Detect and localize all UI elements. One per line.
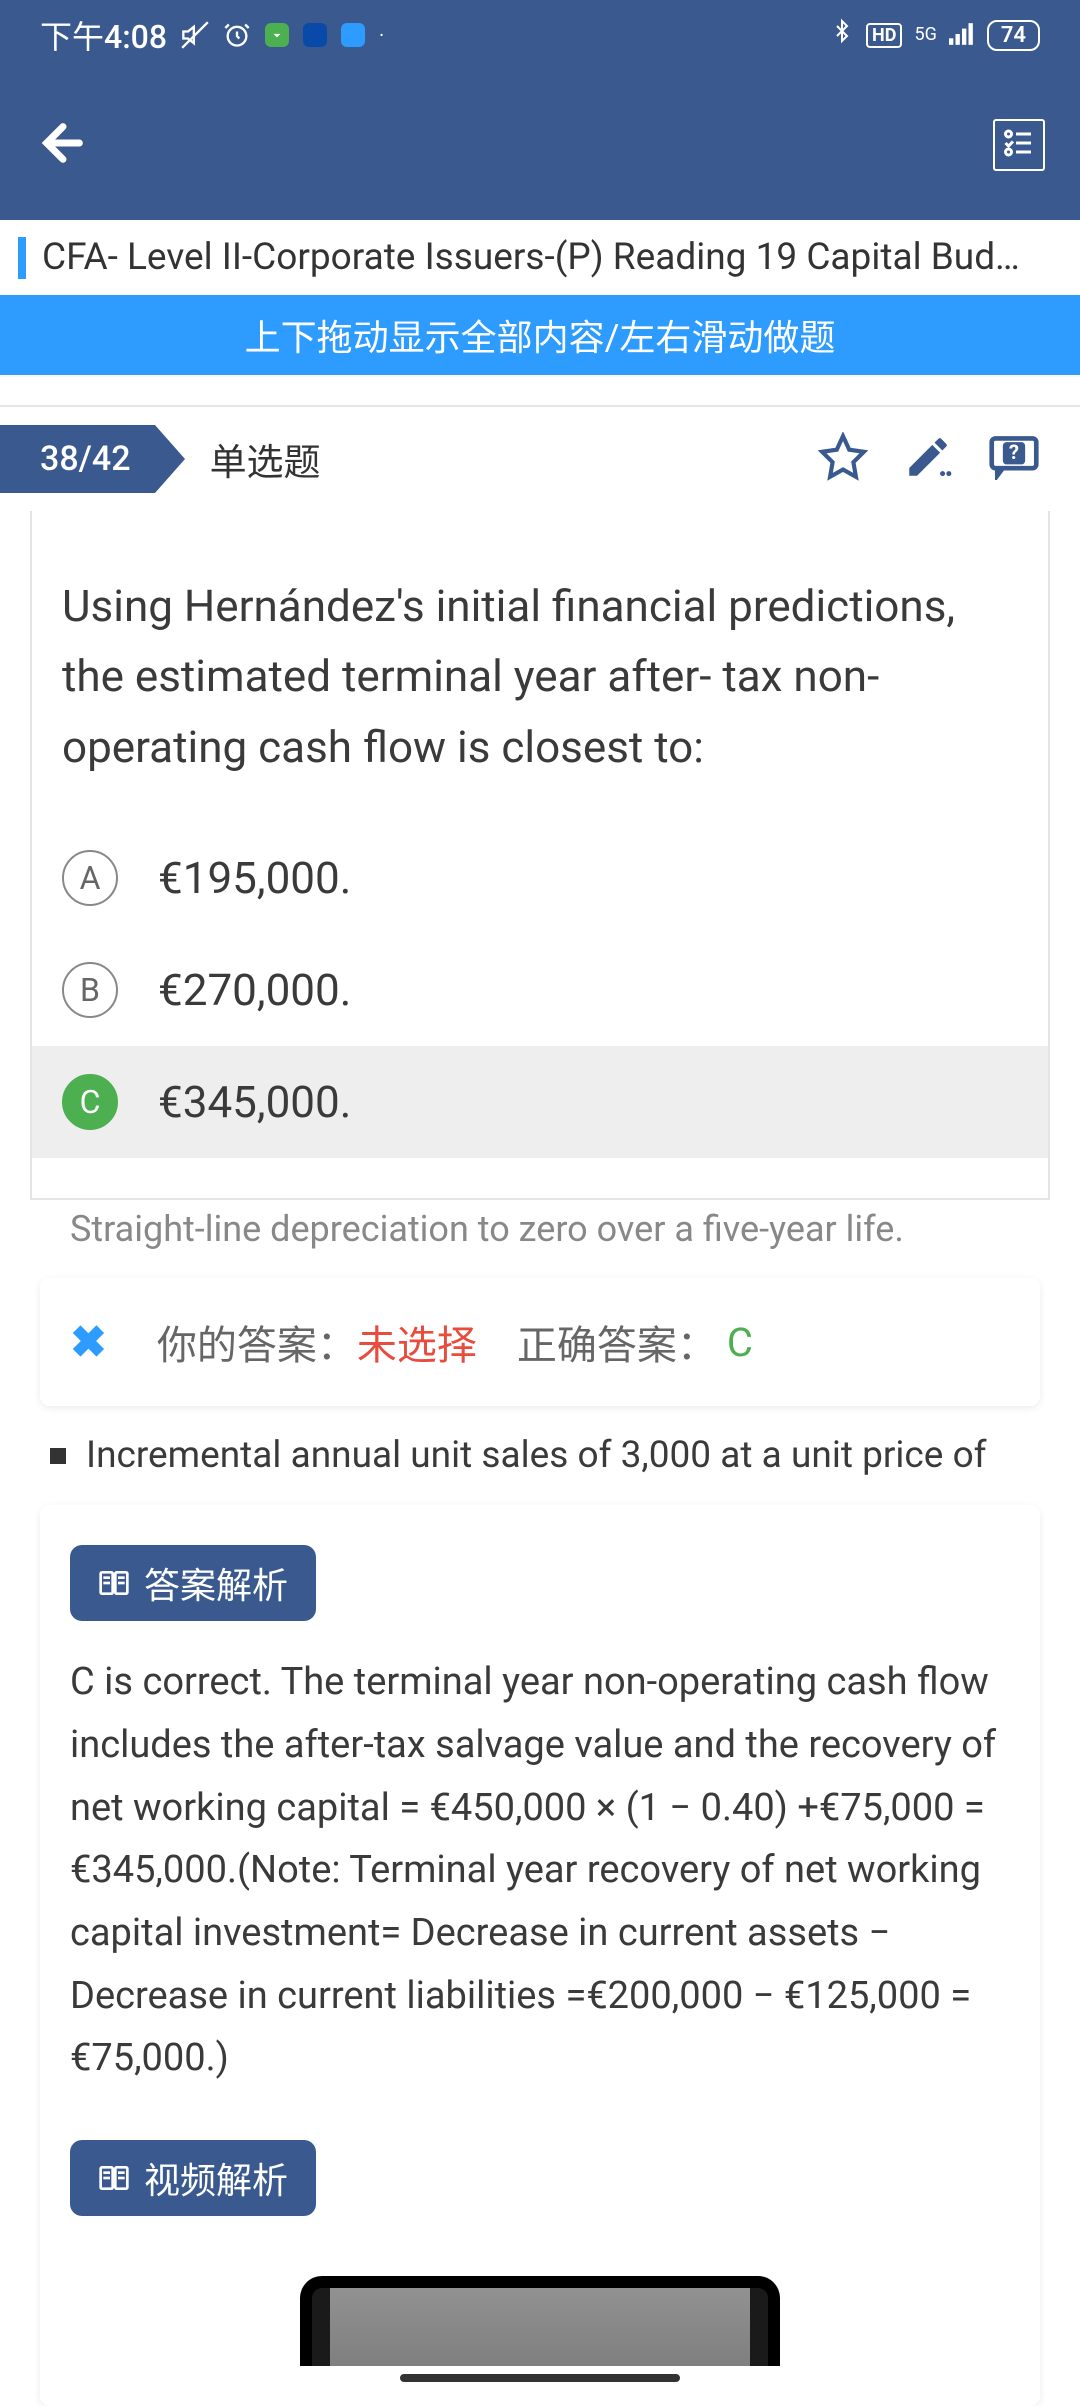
explanation-text: C is correct. The terminal year non-oper… bbox=[70, 1651, 1010, 2090]
correct-answer-value: C bbox=[727, 1319, 753, 1366]
option-c[interactable]: C €345,000. bbox=[32, 1046, 1048, 1158]
answer-analysis-badge: 答案解析 bbox=[70, 1545, 316, 1621]
your-answer-value: 未选择 bbox=[357, 1313, 477, 1371]
status-bar: 下午4:08 · HD 5G 74 bbox=[0, 0, 1080, 70]
answer-analysis-label: 答案解析 bbox=[144, 1557, 288, 1609]
more-dot-icon: · bbox=[379, 23, 384, 47]
partial-text-below-answer: Incremental annual unit sales of 3,000 a… bbox=[0, 1426, 1080, 1485]
favorite-icon[interactable] bbox=[818, 432, 868, 486]
status-right: HD 5G 74 bbox=[830, 17, 1040, 53]
signal-icon bbox=[949, 18, 975, 53]
breadcrumb-text: CFA- Level II-Corporate Issuers-(P) Read… bbox=[42, 236, 1020, 279]
wrong-icon: ✖ bbox=[70, 1316, 107, 1368]
question-text: Using Hernández's initial financial pred… bbox=[62, 571, 1018, 782]
svg-text:?: ? bbox=[1009, 440, 1019, 464]
app-icon-3 bbox=[341, 23, 365, 47]
app-icon-1 bbox=[265, 23, 289, 47]
video-analysis-label: 视频解析 bbox=[144, 2152, 288, 2204]
mute-icon bbox=[181, 21, 209, 49]
question-counter: 38/42 bbox=[0, 425, 155, 493]
app-header bbox=[0, 70, 1080, 220]
bluetooth-icon bbox=[830, 17, 854, 53]
back-button[interactable] bbox=[35, 115, 91, 175]
option-b-circle: B bbox=[62, 962, 118, 1018]
video-analysis-badge[interactable]: 视频解析 bbox=[70, 2140, 316, 2216]
option-a-text: €195,000. bbox=[158, 852, 351, 904]
answer-card: ✖ 你的答案： 未选择 正确答案： C bbox=[40, 1278, 1040, 1406]
option-b-text: €270,000. bbox=[158, 964, 351, 1016]
video-thumbnail bbox=[300, 2276, 780, 2366]
correct-answer-label: 正确答案： bbox=[517, 1313, 717, 1371]
breadcrumb-accent bbox=[18, 237, 26, 279]
app-icon-2 bbox=[303, 23, 327, 47]
help-icon[interactable]: ?? bbox=[988, 434, 1040, 484]
your-answer-label: 你的答案： bbox=[157, 1313, 357, 1371]
question-type: 单选题 bbox=[210, 432, 321, 486]
status-time: 下午4:08 bbox=[40, 12, 167, 58]
option-a-circle: A bbox=[62, 850, 118, 906]
list-menu-button[interactable] bbox=[993, 119, 1045, 171]
option-c-circle: C bbox=[62, 1074, 118, 1130]
option-b[interactable]: B €270,000. bbox=[32, 934, 1048, 1046]
question-toolbar: 38/42 单选题 ?? bbox=[0, 405, 1080, 511]
home-indicator[interactable] bbox=[400, 2374, 680, 2382]
battery-indicator: 74 bbox=[987, 20, 1040, 51]
question-card: Using Hernández's initial financial pred… bbox=[30, 511, 1050, 1200]
partial-text-top bbox=[0, 375, 1080, 405]
network-label: 5G bbox=[914, 26, 936, 44]
hint-bar: 上下拖动显示全部内容/左右滑动做题 bbox=[0, 295, 1080, 375]
breadcrumb: CFA- Level II-Corporate Issuers-(P) Read… bbox=[0, 220, 1080, 295]
option-a[interactable]: A €195,000. bbox=[32, 822, 1048, 934]
alarm-icon bbox=[223, 21, 251, 49]
explanation-card: 答案解析 C is correct. The terminal year non… bbox=[40, 1505, 1040, 2406]
status-left: 下午4:08 · bbox=[40, 12, 384, 58]
option-c-text: €345,000. bbox=[158, 1076, 351, 1128]
video-preview[interactable] bbox=[70, 2276, 1010, 2366]
hd-icon: HD bbox=[866, 23, 902, 48]
partial-text-above-answer: Straight-line depreciation to zero over … bbox=[0, 1200, 1080, 1258]
edit-icon[interactable] bbox=[903, 432, 953, 486]
